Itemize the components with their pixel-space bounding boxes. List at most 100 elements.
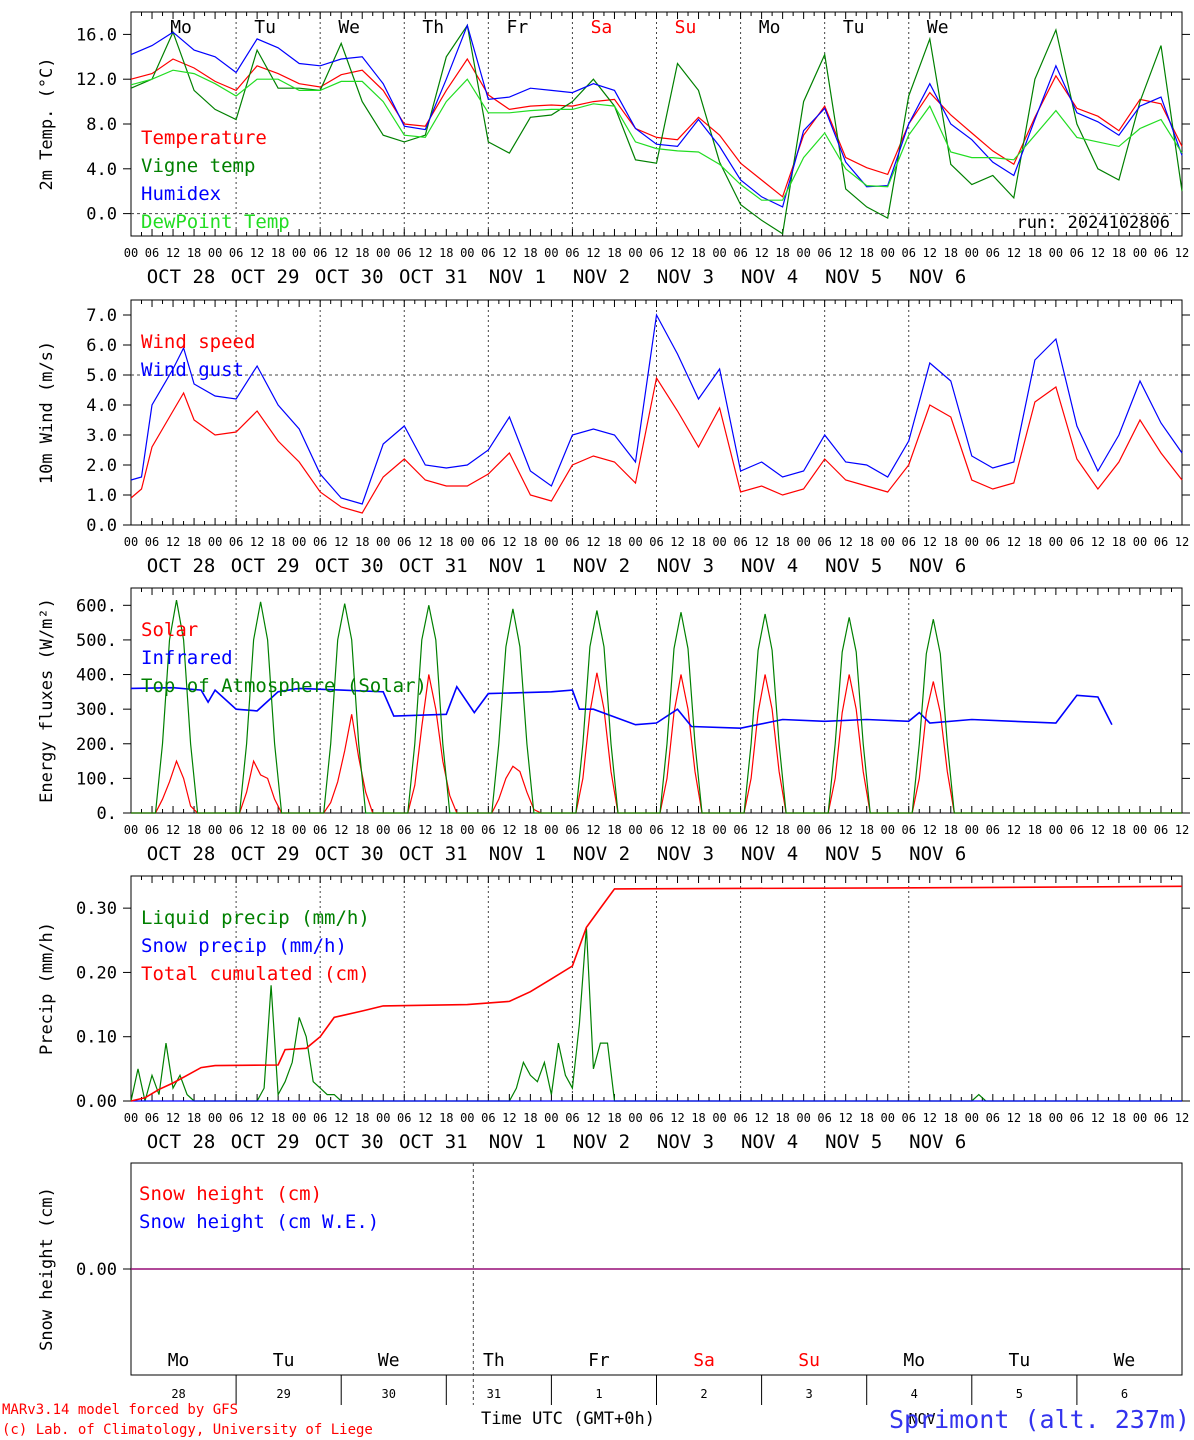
y-axis-title: 10m Wind (m/s) (37, 341, 57, 484)
x-tick-label: 18 (439, 246, 453, 260)
y-axis-title: Snow height (cm) (37, 1187, 57, 1351)
panel-snow: Mo 28 Tu 29 We 30 Th 31 Fr 1 Sa 2 Su 3 Mo 4 Tu 5 We 6 0.00 Sn… (37, 1162, 1190, 1405)
day-of-week: We (338, 17, 360, 38)
x-tick-label: 06 (1154, 246, 1168, 260)
x-tick-label: 18 (691, 246, 705, 260)
x-tick-label: 00 (376, 246, 390, 260)
series-line-2 (130, 885, 1183, 1102)
x-tick-label: 00 (124, 246, 138, 260)
x-tick-label: 18 (859, 246, 873, 260)
date-label: OCT 31 (399, 266, 468, 288)
x-tick-label: 18 (439, 535, 453, 549)
x-tick-label: 12 (250, 823, 264, 837)
month-label: NOV (908, 1410, 935, 1428)
x-axis-label: Time UTC (GMT+0h) (481, 1409, 655, 1429)
x-tick-label: 00 (1049, 535, 1063, 549)
y-tick-label: 0.30 (76, 899, 117, 919)
x-tick-label: 12 (1007, 823, 1021, 837)
x-tick-label: 18 (271, 823, 285, 837)
date-label: NOV 1 (489, 1131, 546, 1153)
date-label: OCT 31 (399, 555, 468, 577)
x-tick-label: 00 (628, 823, 642, 837)
date-label: NOV 1 (489, 843, 546, 865)
date-label: OCT 28 (147, 266, 216, 288)
x-tick-label: 06 (145, 823, 159, 837)
legend-label: Snow height (cm) (139, 1183, 322, 1205)
y-tick-label: 3.0 (86, 426, 117, 446)
x-tick-label: 00 (1049, 823, 1063, 837)
y-axis-title: Precip (mm/h) (37, 922, 57, 1055)
date-label: NOV 2 (573, 1131, 630, 1153)
x-tick-label: 12 (1007, 535, 1021, 549)
x-tick-label: 00 (796, 246, 810, 260)
x-tick-label: 18 (607, 535, 621, 549)
x-tick-label: 18 (691, 535, 705, 549)
x-tick-label: 00 (965, 823, 979, 837)
x-tick-label: 00 (712, 1111, 726, 1125)
series-line-1 (130, 684, 1113, 730)
x-tick-label: 12 (334, 1111, 348, 1125)
series-line-2 (130, 23, 1183, 208)
day-number: 1 (595, 1387, 602, 1401)
date-label: NOV 1 (489, 266, 546, 288)
x-tick-label: 18 (355, 823, 369, 837)
y-tick-label: 0. (97, 804, 117, 824)
y-tick-label: 7.0 (86, 306, 117, 326)
footer-lab: (c) Lab. of Climatology, University of L… (2, 1422, 373, 1438)
x-tick-label: 06 (481, 823, 495, 837)
day-of-week: We (1114, 1350, 1136, 1371)
x-tick-label: 00 (880, 535, 894, 549)
x-tick-label: 06 (649, 246, 663, 260)
legend-label: Top of Atmosphere (Solar) (141, 675, 427, 697)
x-tick-label: 06 (1070, 823, 1084, 837)
x-tick-label: 00 (544, 823, 558, 837)
panel-energy: 00 06 12 18 00 06 12 18 00 06 12 18 00 06 12 18 00 06 12 18… (37, 587, 1190, 865)
x-tick-label: 18 (944, 535, 958, 549)
day-of-week: Fr (507, 17, 529, 38)
date-label: NOV 4 (741, 555, 798, 577)
date-label: NOV 3 (657, 843, 714, 865)
y-tick-label: 600. (76, 596, 117, 616)
x-tick-label: 18 (271, 1111, 285, 1125)
x-tick-label: 18 (523, 823, 537, 837)
y-tick-label: 4.0 (86, 160, 117, 180)
x-tick-label: 06 (565, 1111, 579, 1125)
x-tick-label: 06 (481, 246, 495, 260)
x-tick-label: 06 (313, 823, 327, 837)
date-label: OCT 30 (315, 843, 384, 865)
x-tick-label: 00 (1133, 246, 1147, 260)
x-tick-label: 12 (166, 1111, 180, 1125)
x-tick-label: 12 (418, 823, 432, 837)
x-tick-label: 06 (986, 1111, 1000, 1125)
x-tick-label: 06 (733, 246, 747, 260)
x-tick-label: 18 (439, 823, 453, 837)
x-tick-label: 12 (1091, 1111, 1105, 1125)
day-number: 6 (1121, 1387, 1128, 1401)
x-tick-label: 00 (1133, 535, 1147, 549)
x-tick-label: 06 (145, 1111, 159, 1125)
day-of-week: Su (798, 1350, 820, 1371)
x-tick-label: 00 (292, 246, 306, 260)
x-tick-label: 00 (292, 535, 306, 549)
x-tick-label: 00 (796, 535, 810, 549)
date-label: NOV 1 (489, 555, 546, 577)
y-tick-label: 6.0 (86, 336, 117, 356)
x-tick-label: 12 (838, 823, 852, 837)
x-tick-label: 12 (1091, 535, 1105, 549)
x-tick-label: 06 (902, 246, 916, 260)
x-tick-label: 00 (124, 1111, 138, 1125)
x-tick-label: 12 (1007, 1111, 1021, 1125)
legend-label: Liquid precip (mm/h) (141, 907, 370, 929)
x-tick-label: 12 (754, 535, 768, 549)
day-number: 29 (276, 1387, 290, 1401)
y-tick-label: 12.0 (76, 70, 117, 90)
date-label: NOV 5 (825, 1131, 882, 1153)
x-tick-label: 00 (796, 823, 810, 837)
x-tick-label: 06 (649, 823, 663, 837)
date-label: NOV 2 (573, 843, 630, 865)
x-tick-label: 18 (607, 246, 621, 260)
x-tick-label: 06 (986, 246, 1000, 260)
x-tick-label: 06 (229, 823, 243, 837)
x-tick-label: 00 (712, 246, 726, 260)
x-tick-label: 18 (691, 1111, 705, 1125)
